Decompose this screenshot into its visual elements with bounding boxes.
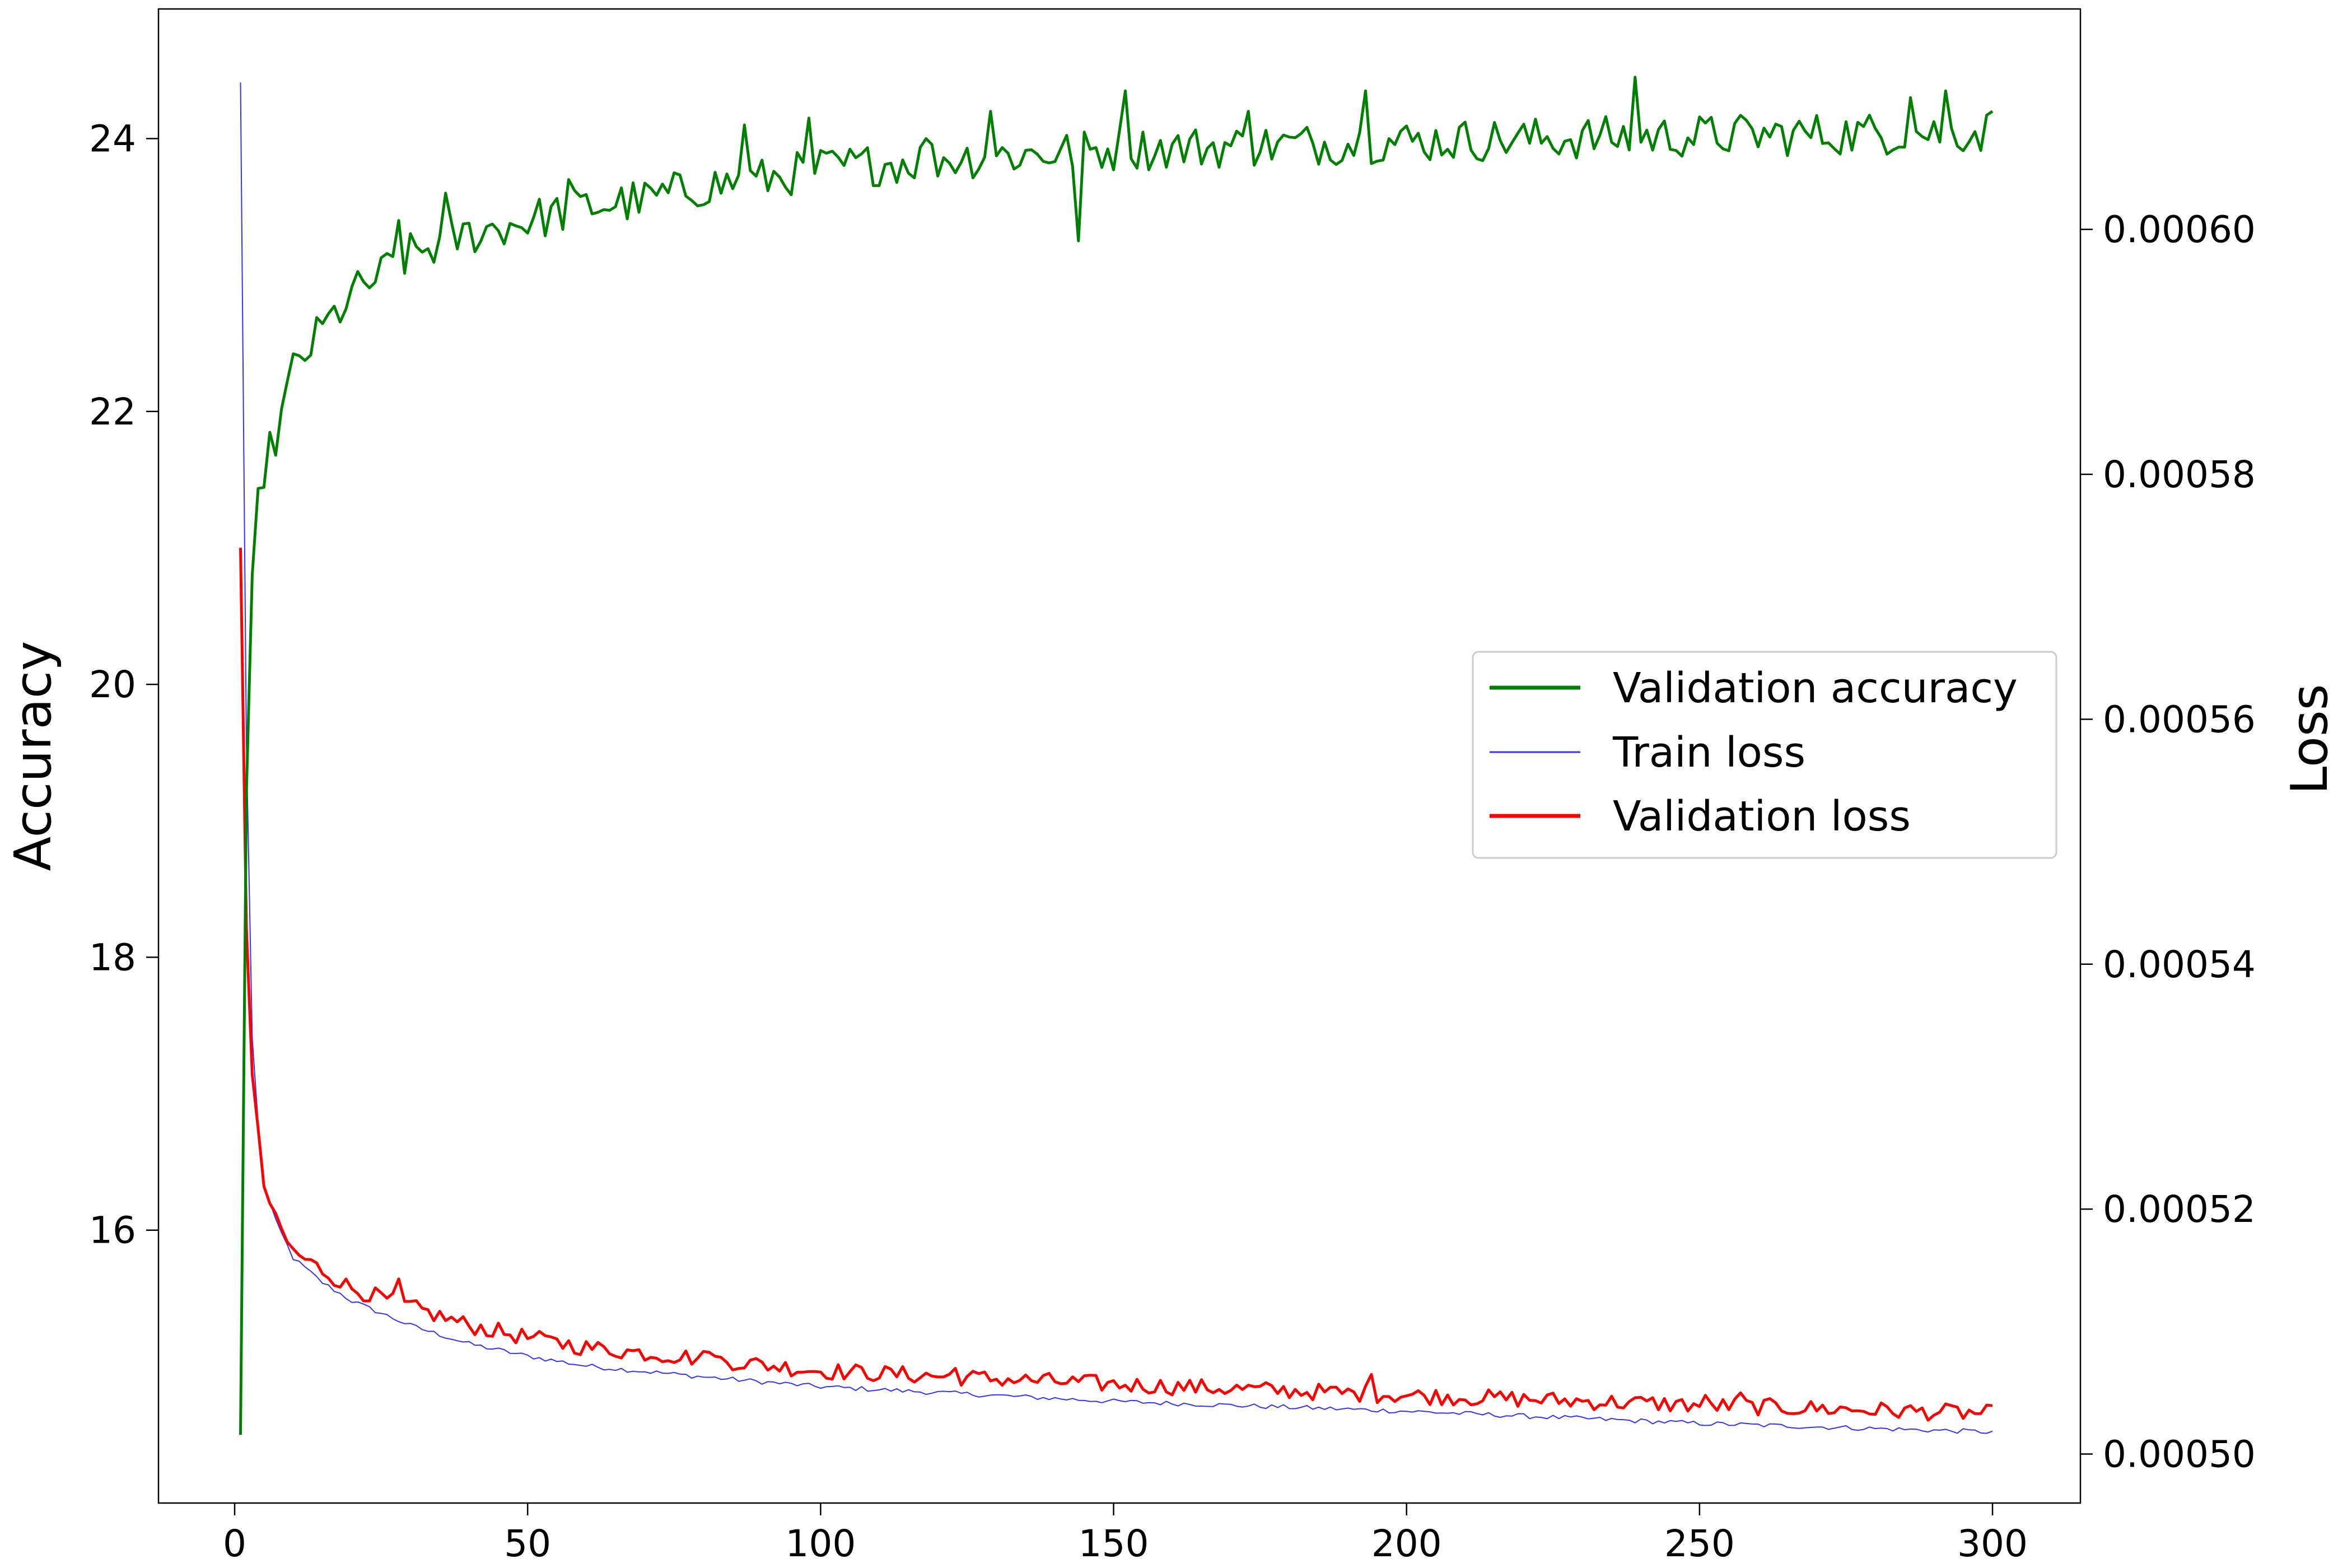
legend: Validation accuracy Train loss Validatio… xyxy=(1472,651,2057,859)
legend-label-train-loss: Train loss xyxy=(1612,729,1805,777)
series-line-validation-accuracy xyxy=(239,76,1994,1435)
left-axis-title: Accuracy xyxy=(4,641,63,871)
right-tick-label: 0.00050 xyxy=(2103,1433,2256,1476)
plot-frame xyxy=(157,8,2082,1504)
legend-label-validation-accuracy: Validation accuracy xyxy=(1613,664,2018,712)
x-tick-label: 0 xyxy=(223,1522,246,1565)
left-tick-label: 18 xyxy=(89,936,136,979)
right-tick-label: 0.00056 xyxy=(2103,698,2256,741)
left-tick-label: 20 xyxy=(89,663,136,706)
right-axis-title: Loss xyxy=(2280,684,2339,794)
right-tick-label: 0.00054 xyxy=(2103,943,2256,986)
right-axis-ticks: 0.00050 0.00052 0.00054 0.00056 0.00058 0.000… xyxy=(2080,208,2256,1476)
left-tick-label: 16 xyxy=(89,1209,136,1252)
right-tick-label: 0.00058 xyxy=(2103,453,2256,496)
x-tick-label: 250 xyxy=(1664,1522,1735,1565)
left-tick-label: 22 xyxy=(89,390,136,433)
left-axis-ticks: 16 18 20 22 24 xyxy=(89,117,158,1252)
series-lines xyxy=(239,76,1994,1435)
x-tick-label: 100 xyxy=(785,1522,856,1565)
x-tick-label: 50 xyxy=(504,1522,551,1565)
left-tick-label: 24 xyxy=(89,117,136,160)
x-tick-label: 300 xyxy=(1957,1522,2028,1565)
x-tick-label: 200 xyxy=(1371,1522,1442,1565)
legend-label-validation-loss: Validation loss xyxy=(1613,792,1911,841)
series-line-validation-loss xyxy=(239,548,1993,1422)
legend-box xyxy=(1472,651,2057,859)
x-tick-label: 150 xyxy=(1079,1522,1149,1565)
right-tick-label: 0.00052 xyxy=(2103,1188,2256,1231)
right-tick-label: 0.00060 xyxy=(2103,208,2256,251)
series-line-train-loss xyxy=(240,82,1993,1434)
x-axis-ticks: 0 50 100 150 200 250 300 xyxy=(223,1503,2028,1565)
